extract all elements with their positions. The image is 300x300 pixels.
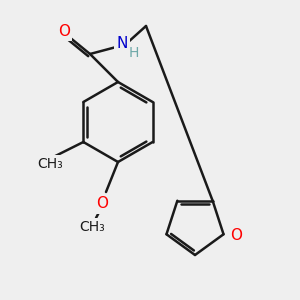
Text: CH₃: CH₃ xyxy=(38,157,63,171)
Text: N: N xyxy=(116,37,128,52)
Text: O: O xyxy=(96,196,108,211)
Text: CH₃: CH₃ xyxy=(79,220,105,234)
Text: O: O xyxy=(58,23,70,38)
Text: O: O xyxy=(230,228,242,243)
Text: H: H xyxy=(129,46,139,60)
